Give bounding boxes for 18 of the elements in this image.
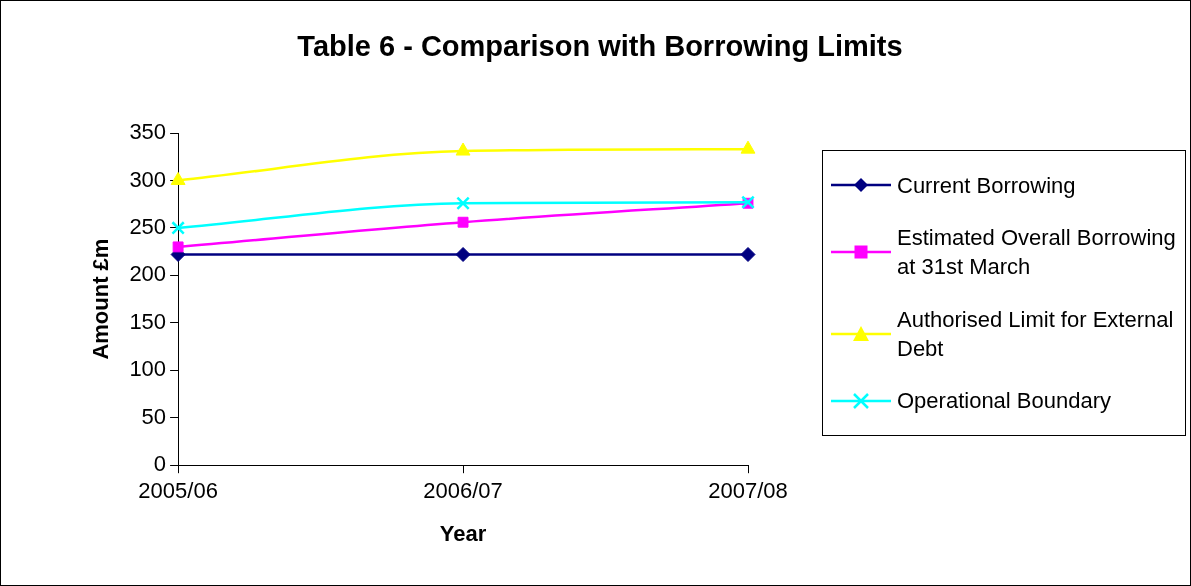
y-tick-label: 200 (129, 261, 167, 287)
y-tick-label: 100 (129, 356, 167, 382)
y-tick-label: 0 (153, 451, 167, 477)
y-tick-label: 350 (129, 119, 167, 145)
legend-label: Authorised Limit for External Debt (897, 305, 1175, 363)
y-tick-label: 150 (129, 308, 167, 334)
y-axis-title: Amount £m (88, 238, 114, 360)
x-tick-label: 2007/08 (708, 478, 788, 504)
y-tick-label: 250 (129, 213, 167, 239)
y-tick-label: 300 (129, 166, 167, 192)
legend-label: Current Borrowing (897, 171, 1076, 200)
x-tick-label: 2006/07 (423, 478, 503, 504)
chart-title: Table 6 - Comparison with Borrowing Limits (296, 30, 904, 63)
x-axis-title: Year (439, 520, 487, 546)
legend-label: Operational Boundary (897, 387, 1112, 416)
x-tick-label: 2005/06 (138, 478, 218, 504)
legend-label: Estimated Overall Borrowing at 31st March (897, 224, 1177, 282)
y-tick-label: 50 (141, 403, 167, 429)
